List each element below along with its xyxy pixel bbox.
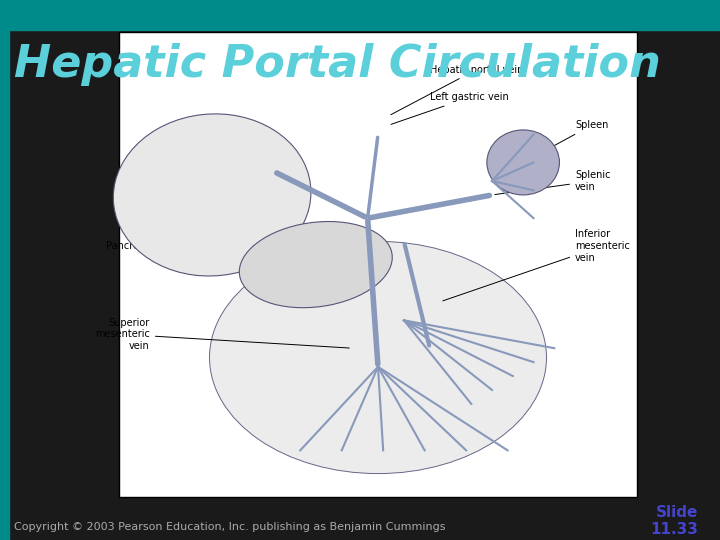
Text: Pancreas: Pancreas (106, 241, 297, 264)
Text: Copyright © 2003 Pearson Education, Inc. publishing as Benjamin Cummings: Copyright © 2003 Pearson Education, Inc.… (14, 522, 446, 531)
Ellipse shape (487, 130, 559, 195)
Text: Superior
mesenteric
vein: Superior mesenteric vein (95, 318, 349, 351)
Text: Liver: Liver (126, 158, 210, 180)
Ellipse shape (239, 221, 392, 308)
Text: Spleen: Spleen (526, 120, 608, 161)
Text: Slide
11.33: Slide 11.33 (651, 505, 698, 537)
Text: Hepatic Portal Circulation: Hepatic Portal Circulation (14, 43, 661, 86)
Ellipse shape (210, 241, 546, 474)
Bar (0, 0, 720, 30)
Text: Left gastric vein: Left gastric vein (391, 92, 508, 124)
Ellipse shape (113, 114, 311, 276)
FancyBboxPatch shape (119, 32, 637, 497)
Text: Hepatic portal vein: Hepatic portal vein (391, 65, 523, 114)
Bar (0, 30, 9, 540)
Text: Inferior
mesenteric
vein: Inferior mesenteric vein (443, 230, 630, 301)
Text: Splenic
vein: Splenic vein (495, 170, 611, 194)
